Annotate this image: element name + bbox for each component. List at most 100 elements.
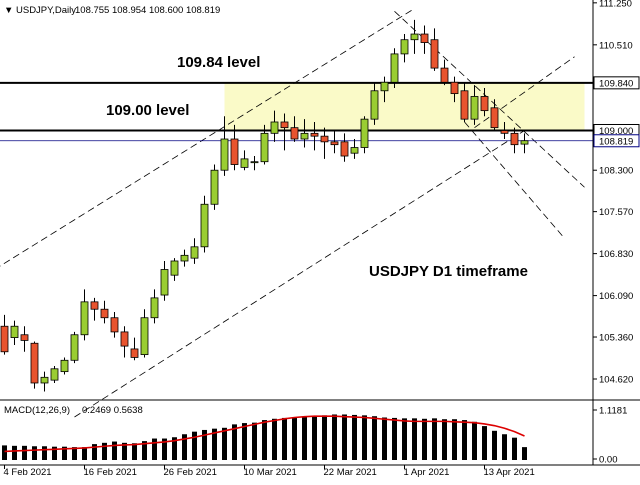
candle-bear: [320, 135, 329, 143]
macd-histogram-bar: [482, 426, 487, 460]
macd-histogram-bar: [382, 417, 387, 460]
macd-histogram-bar: [112, 441, 117, 460]
candle-bear: [110, 317, 119, 333]
header-arrow-icon[interactable]: ▼: [4, 5, 13, 16]
candle-bull: [260, 132, 269, 163]
candle-bull: [190, 246, 199, 259]
macd-values: 0.2469 0.5638: [82, 405, 143, 416]
macd-histogram-bar: [292, 417, 297, 460]
candle-bull: [140, 317, 149, 356]
macd-histogram-bar: [462, 420, 467, 460]
macd-histogram-bar: [42, 446, 47, 460]
macd-histogram-bar: [62, 446, 67, 460]
price-tick-label: 106.090: [599, 291, 633, 302]
price-marker-box: [593, 76, 640, 90]
candle-bull: [240, 158, 249, 168]
macd-histogram-bar: [122, 442, 127, 460]
candle-bear: [430, 39, 439, 69]
price-tick-label: 109.000: [599, 126, 633, 137]
macd-histogram-bar: [502, 434, 507, 460]
macd-histogram-bar: [432, 418, 437, 460]
channel-line-4: [474, 56, 575, 128]
candle-bear: [330, 141, 339, 146]
macd-histogram-bar: [352, 414, 357, 460]
symbol-label: USDJPY,Daily: [16, 5, 76, 16]
price-marker-box: [593, 134, 640, 148]
macd-histogram-bar: [272, 418, 277, 460]
macd-histogram-bar: [32, 446, 37, 460]
macd-histogram-bar: [282, 417, 287, 460]
macd-histogram-bar: [472, 421, 477, 460]
date-tick-label: 16 Feb 2021: [84, 467, 137, 478]
candle-bear: [130, 348, 139, 358]
macd-histogram-bar: [82, 447, 87, 460]
candle-bull: [380, 81, 389, 92]
macd-histogram-bar: [452, 419, 457, 460]
candle-bull: [70, 334, 79, 361]
macd-histogram-bar: [492, 430, 497, 460]
candle-bull: [170, 260, 179, 276]
candle-bear: [90, 301, 99, 310]
macd-histogram-bar: [332, 414, 337, 460]
macd-histogram-bar: [72, 447, 77, 460]
candle-bull: [50, 368, 59, 381]
macd-histogram-bar: [362, 415, 367, 460]
level-annotation-109-84: 109.84 level: [177, 54, 260, 71]
macd-histogram-bar: [372, 416, 377, 460]
channel-line-3: [464, 121, 565, 239]
price-tick-label: 108.300: [599, 166, 633, 177]
macd-histogram-bar: [302, 416, 307, 460]
candle-bull: [150, 297, 159, 319]
macd-layer: 1.1181 0.00: [2, 406, 627, 466]
macd-histogram-bar: [202, 429, 207, 460]
macd-histogram-bar: [52, 446, 57, 460]
candle-bear: [0, 325, 9, 353]
ohlc-values: 108.755 108.954 108.600 108.819: [75, 5, 220, 16]
candle-bear: [120, 331, 129, 347]
price-tick-label: 107.570: [599, 207, 633, 218]
candle-bull: [300, 132, 309, 140]
macd-histogram-bar: [212, 428, 217, 460]
macd-histogram-bar: [422, 418, 427, 460]
macd-histogram-bar: [12, 445, 17, 460]
price-tick-label: 109.840: [599, 78, 633, 89]
candle-bull: [160, 269, 169, 296]
date-tick-label: 10 Mar 2021: [244, 467, 297, 478]
candle-bear: [450, 81, 459, 95]
price-tick-label: 111.250: [599, 0, 632, 9]
macd-histogram-bar: [142, 441, 147, 460]
candle-bull: [470, 96, 479, 120]
candle-bull: [520, 140, 529, 145]
macd-histogram-bar: [2, 445, 7, 460]
candle-bear: [340, 141, 349, 157]
channel-line-2: [394, 11, 585, 188]
candle-bull: [40, 376, 49, 384]
macd-tick-label: 1.1181: [599, 406, 627, 417]
macd-histogram-bar: [102, 442, 107, 460]
macd-histogram-bar: [242, 423, 247, 460]
candle-bull: [400, 39, 409, 55]
macd-histogram-bar: [322, 415, 327, 460]
candle-bull: [220, 138, 229, 171]
channel-line-0: [0, 8, 415, 267]
macd-histogram-bar: [392, 417, 397, 460]
macd-histogram-bar: [312, 415, 317, 460]
candle-bull: [350, 147, 359, 154]
date-tick-label: 22 Mar 2021: [324, 467, 377, 478]
candle-bull: [80, 301, 89, 336]
candle-bull: [250, 161, 259, 164]
candles-layer: [0, 19, 529, 392]
macd-label: MACD(12,26,9): [4, 405, 70, 416]
macd-histogram-bar: [22, 445, 27, 460]
candle-bear: [310, 132, 319, 137]
trend-channel-layer: [0, 8, 585, 418]
candle-bear: [420, 33, 429, 43]
macd-histogram-bar: [522, 447, 527, 460]
macd-histogram-bar: [402, 418, 407, 460]
candle-bull: [10, 325, 19, 338]
candle-bull: [370, 90, 379, 120]
candle-bear: [290, 127, 299, 140]
macd-histogram-bar: [252, 422, 257, 460]
